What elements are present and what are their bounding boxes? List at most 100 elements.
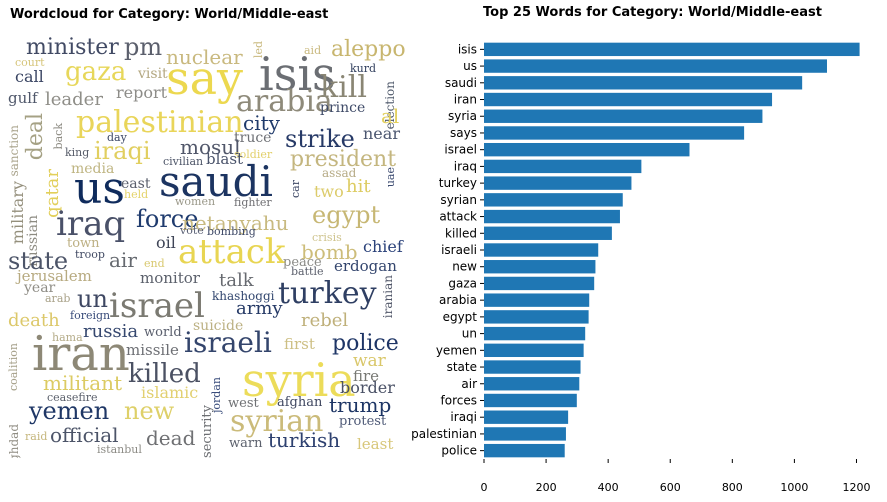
wordcloud-word-ceasefire: ceasefire xyxy=(47,391,98,404)
y-tick-label-police: police xyxy=(441,444,477,458)
wordcloud-word-leader: leader xyxy=(45,89,103,110)
y-tick-label-israel: israel xyxy=(444,143,477,157)
wordcloud-word-raid: raid xyxy=(25,430,48,443)
wordcloud-word-turkey: turkey xyxy=(278,276,377,311)
y-tick-label-air: air xyxy=(461,377,477,391)
wordcloud-word-president: president xyxy=(290,147,397,172)
wordcloud: minister pm nuclear led aid aleppo court gaza vi… xyxy=(8,33,406,458)
y-tick-label-israeli: israeli xyxy=(441,243,477,257)
bar-attack xyxy=(484,209,620,224)
wordcloud-word-first: first xyxy=(284,335,315,353)
y-tick-label-arabia: arabia xyxy=(439,293,477,307)
wordcloud-word-day: day xyxy=(107,131,127,144)
wordcloud-word-held: held xyxy=(124,188,149,201)
bar-israeli xyxy=(484,243,599,257)
wordcloud-word-palestinian: palestinian xyxy=(76,105,244,140)
wordcloud-word-assad: assad xyxy=(322,166,357,180)
wordcloud-word-turkish: turkish xyxy=(268,428,341,452)
wordcloud-word-death: death xyxy=(8,310,60,331)
wordcloud-word-least: least xyxy=(357,435,394,453)
wordcloud-word-saudi: saudi xyxy=(159,157,273,206)
bar-iran xyxy=(484,92,773,107)
y-tick-label-saudi: saudi xyxy=(445,76,477,90)
wordcloud-word-arabia: arabia xyxy=(236,84,333,119)
wordcloud-word-al: al xyxy=(381,104,400,128)
wordcloud-word-trump: trump xyxy=(329,393,392,417)
y-tick-label-syria: syria xyxy=(448,109,477,123)
wordcloud-word-end: end xyxy=(144,257,165,270)
wordcloud-word-strike: strike xyxy=(285,125,355,153)
y-tick-label-un: un xyxy=(462,327,477,341)
wordcloud-word-oil: oil xyxy=(156,233,176,252)
wordcloud-word-bomb: bomb xyxy=(301,240,358,264)
y-tick-label-egypt: egypt xyxy=(443,310,478,324)
y-tick-label-iraqi: iraqi xyxy=(450,410,477,424)
wordcloud-word-state: state xyxy=(8,247,69,275)
wordcloud-word-israel: israel xyxy=(109,286,205,326)
wordcloud-word-call: call xyxy=(15,67,44,86)
wordcloud-word-kurd: kurd xyxy=(350,62,377,75)
wordcloud-word-police: police xyxy=(332,331,399,356)
wordcloud-word-city: city xyxy=(243,111,280,135)
x-tick-label-1000: 1000 xyxy=(780,481,808,494)
bar-new xyxy=(484,260,596,274)
wordcloud-word-civilian: civilian xyxy=(163,155,204,168)
y-tick-label-yemen: yemen xyxy=(436,343,477,357)
wordcloud-word-fire: fire xyxy=(353,367,380,385)
wordcloud-word-militant: militant xyxy=(43,371,123,395)
wordcloud-word-truce: truce xyxy=(234,130,272,146)
wordcloud-word-suicide: suicide xyxy=(193,318,244,334)
wordcloud-word-official: official xyxy=(50,423,119,447)
bar-state xyxy=(484,360,581,374)
bar-syrian xyxy=(484,193,623,207)
wordcloud-word-west: west xyxy=(228,396,259,411)
wordcloud-word-russia: russia xyxy=(83,321,139,342)
x-tick-label-400: 400 xyxy=(598,481,619,494)
wordcloud-word-mosul: mosul xyxy=(180,135,241,159)
wordcloud-word-aleppo: aleppo xyxy=(331,37,406,62)
wordcloud-word-jerusalem: jerusalem xyxy=(17,267,92,285)
wordcloud-word-bombing: bombing xyxy=(207,225,256,238)
bar-forces xyxy=(484,393,577,408)
wordcloud-word-monitor: monitor xyxy=(140,269,200,287)
wordcloud-word-say: say xyxy=(166,51,244,105)
wordcloud-word-gulf: gulf xyxy=(8,89,38,107)
y-tick-label-isis: isis xyxy=(458,42,477,56)
wordcloud-word-iran: iran xyxy=(32,326,130,382)
wordcloud-word-aid: aid xyxy=(304,44,322,57)
wordcloud-word-foreign: foreign xyxy=(70,309,111,322)
wordcloud-word-minister: minister xyxy=(26,35,119,60)
bar-iraq xyxy=(484,159,642,174)
wordcloud-word-dead: dead xyxy=(146,426,196,450)
wordcloud-word-two: two xyxy=(314,182,344,201)
y-tick-label-syrian: syrian xyxy=(440,193,477,207)
wordcloud-word-khashoggi: khashoggi xyxy=(212,289,275,303)
wordcloud-word-town: town xyxy=(67,236,100,251)
wordcloud-word-nuclear: nuclear xyxy=(166,45,243,69)
bar-gaza xyxy=(484,276,595,291)
wordcloud-word-islamic: islamic xyxy=(141,383,199,402)
wordcloud-word-killed: killed xyxy=(128,359,201,389)
y-tick-label-new: new xyxy=(452,260,477,274)
wordcloud-word-east: east xyxy=(121,176,151,192)
wordcloud-word-rebel: rebel xyxy=(301,310,349,331)
x-tick-label-1200: 1200 xyxy=(842,481,870,494)
wordcloud-word-isis: isis xyxy=(259,47,336,101)
bar-killed xyxy=(484,226,612,240)
wordcloud-word-israeli: israeli xyxy=(184,326,272,359)
wordcloud-word-fighter: fighter xyxy=(234,196,272,209)
wordcloud-word-egypt: egypt xyxy=(312,201,381,229)
wordcloud-word-border: border xyxy=(340,378,395,397)
wordcloud-word-visit: visit xyxy=(138,66,168,82)
wordcloud-word-soldier: soldier xyxy=(234,148,273,161)
wordcloud-word-iraq: iraq xyxy=(56,204,126,244)
wordcloud-word-iraqi: iraqi xyxy=(94,137,151,165)
x-tick-label-0: 0 xyxy=(481,481,488,494)
wordcloud-word-near: near xyxy=(363,124,400,143)
bar-air xyxy=(484,377,580,391)
y-tick-label-attack: attack xyxy=(439,210,477,224)
wordcloud-word-hama: hama xyxy=(52,331,83,344)
x-tick-label-200: 200 xyxy=(536,481,557,494)
y-tick-label-state: state xyxy=(447,360,477,374)
